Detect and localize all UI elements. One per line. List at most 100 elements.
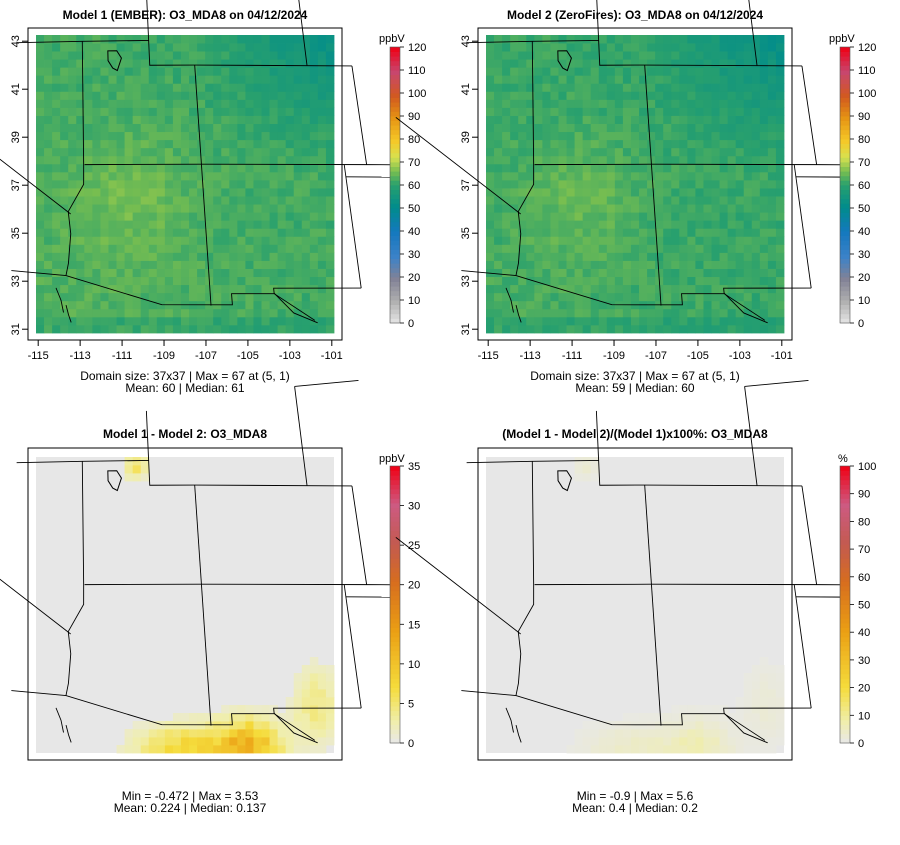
grid-cell <box>44 188 52 196</box>
colorbar-swatch <box>390 190 400 195</box>
colorbar-swatch <box>840 254 850 259</box>
grid-cell <box>687 269 695 277</box>
grid-cell <box>534 83 542 91</box>
grid-cell <box>534 180 542 188</box>
grid-cell <box>44 124 52 132</box>
colorbar-tick-label: 120 <box>408 42 426 54</box>
grid-cell <box>253 140 261 148</box>
grid-cell <box>84 244 92 252</box>
grid-cell <box>92 309 100 317</box>
grid-cell <box>760 107 768 115</box>
grid-cell <box>60 252 68 260</box>
grid-cell <box>278 236 286 244</box>
grid-cell <box>76 301 84 309</box>
colorbar-swatch <box>390 130 400 135</box>
grid-cell <box>768 236 776 244</box>
grid-cell <box>44 285 52 293</box>
grid-cell <box>510 140 518 148</box>
grid-cell <box>623 180 631 188</box>
grid-cell <box>760 172 768 180</box>
grid-cell <box>695 236 703 244</box>
grid-cell <box>125 35 133 43</box>
grid-cell <box>768 180 776 188</box>
grid-cell <box>736 91 744 99</box>
grid-cell <box>712 172 720 180</box>
grid-cell <box>567 156 575 164</box>
grid-cell <box>639 116 647 124</box>
grid-cell <box>728 721 736 729</box>
grid-cell <box>760 673 768 681</box>
grid-cell <box>687 156 695 164</box>
panel2-colorbar-unit: ppbV <box>829 33 855 45</box>
grid-cell <box>687 252 695 260</box>
grid-cell <box>181 124 189 132</box>
grid-cell <box>647 188 655 196</box>
grid-cell <box>615 107 623 115</box>
grid-cell <box>695 124 703 132</box>
grid-cell <box>567 35 575 43</box>
grid-cell <box>518 228 526 236</box>
grid-cell <box>173 75 181 83</box>
grid-cell <box>518 91 526 99</box>
grid-cell <box>534 325 542 333</box>
grid-cell <box>44 91 52 99</box>
grid-cell <box>108 148 116 156</box>
grid-cell <box>36 75 44 83</box>
grid-cell <box>157 204 165 212</box>
grid-cell <box>728 107 736 115</box>
grid-cell <box>149 140 157 148</box>
grid-cell <box>534 67 542 75</box>
grid-cell <box>502 148 510 156</box>
colorbar-swatch <box>390 277 400 282</box>
grid-cell <box>165 721 173 729</box>
colorbar-swatch <box>390 167 400 172</box>
grid-cell <box>671 204 679 212</box>
grid-cell <box>744 745 752 753</box>
grid-cell <box>703 713 711 721</box>
grid-cell <box>687 75 695 83</box>
grid-cell <box>486 261 494 269</box>
grid-cell <box>768 317 776 325</box>
grid-cell <box>100 212 108 220</box>
grid-cell <box>213 317 221 325</box>
grid-cell <box>133 285 141 293</box>
grid-cell <box>229 261 237 269</box>
grid-cell <box>117 252 125 260</box>
grid-cell <box>752 285 760 293</box>
grid-cell <box>615 51 623 59</box>
grid-cell <box>752 83 760 91</box>
grid-cell <box>36 99 44 107</box>
state-boundary-line <box>802 486 817 585</box>
grid-cell <box>575 309 583 317</box>
colorbar-swatch <box>840 309 850 314</box>
grid-cell <box>591 148 599 156</box>
grid-cell <box>558 116 566 124</box>
grid-cell <box>526 285 534 293</box>
grid-cell <box>687 196 695 204</box>
grid-cell <box>310 140 318 148</box>
grid-cell <box>671 132 679 140</box>
grid-cell <box>92 156 100 164</box>
grid-cell <box>165 132 173 140</box>
grid-cell <box>181 180 189 188</box>
grid-cell <box>245 729 253 737</box>
x-tick-label: -105 <box>237 350 259 362</box>
grid-cell <box>221 269 229 277</box>
grid-cell <box>550 132 558 140</box>
grid-cell <box>213 164 221 172</box>
grid-cell <box>558 91 566 99</box>
grid-cell <box>92 35 100 43</box>
grid-cell <box>744 244 752 252</box>
grid-cell <box>599 180 607 188</box>
grid-cell <box>262 116 270 124</box>
grid-cell <box>712 99 720 107</box>
grid-cell <box>253 737 261 745</box>
grid-cell <box>189 293 197 301</box>
grid-cell <box>262 188 270 196</box>
grid-cell <box>542 132 550 140</box>
grid-cell <box>663 317 671 325</box>
colorbar-swatch <box>390 720 400 725</box>
grid-cell <box>294 107 302 115</box>
grid-cell <box>695 212 703 220</box>
grid-cell <box>599 737 607 745</box>
